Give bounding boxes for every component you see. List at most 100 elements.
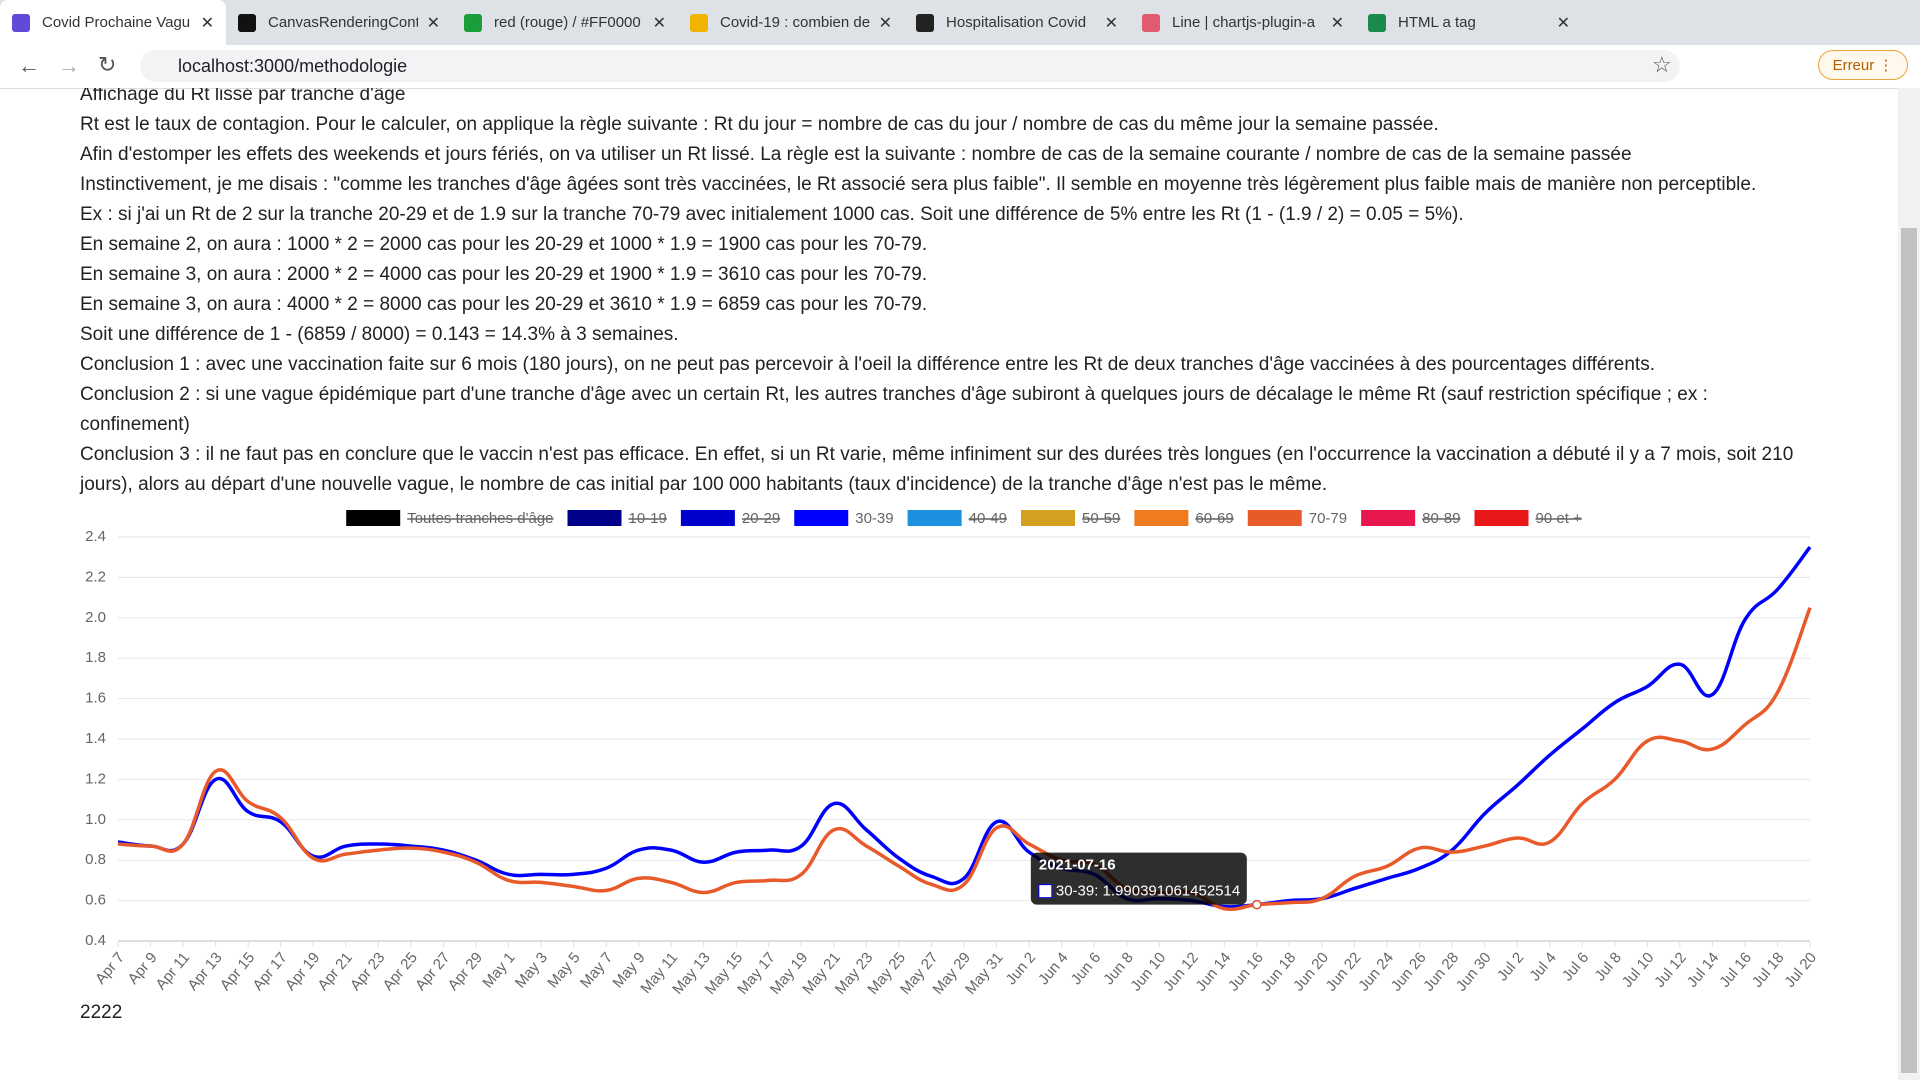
y-tick-label: 1.0	[85, 811, 106, 828]
tab-title: CanvasRenderingCont	[268, 14, 418, 31]
paragraph: Conclusion 1 : avec une vaccination fait…	[80, 354, 1655, 375]
paragraph: Conclusion 3 : il ne faut pas en conclur…	[80, 444, 1794, 495]
series-line	[117, 607, 1812, 912]
tab-icon	[238, 13, 256, 32]
tooltip-box	[1030, 852, 1247, 905]
x-tick-label: Jun 10	[1127, 949, 1169, 994]
x-tick-label: Jun 12	[1160, 949, 1202, 994]
x-tick-label: Jun 18	[1258, 949, 1300, 994]
legend-item[interactable]: 10-19	[567, 510, 667, 527]
x-tick-label: Jun 20	[1290, 949, 1332, 994]
paragraph: Instinctivement, je me disais : "comme l…	[80, 174, 1757, 195]
profile-label: Erreur	[1832, 57, 1875, 74]
tab-icon	[1142, 13, 1160, 32]
x-tick-label: Jul 16	[1716, 949, 1755, 991]
address: localhost:3000/methodologie	[178, 56, 408, 76]
legend-item[interactable]: 90 et +	[1474, 510, 1583, 527]
tab-icon	[12, 13, 30, 32]
paragraph: Soit une différence de 1 - (6859 / 8000)…	[80, 324, 679, 345]
y-tick-label: 1.8	[85, 649, 106, 666]
x-tick-label: Apr 25	[380, 949, 421, 994]
tab[interactable]: red (rouge) / #FF0000 ✕	[452, 0, 678, 45]
tab-close: ✕	[1330, 14, 1344, 32]
x-tick-label: Apr 21	[314, 949, 355, 994]
legend-item[interactable]: 30-39	[794, 510, 894, 527]
tab-title: Hospitalisation Covid	[946, 14, 1087, 31]
legend-item[interactable]: 70-79	[1247, 510, 1347, 527]
tab[interactable]: CanvasRenderingCont ✕	[226, 0, 452, 45]
paragraph: Afin d'estomper les effets des weekends …	[80, 144, 1632, 165]
x-tick-label: Jun 14	[1192, 949, 1234, 994]
legend: Toutes tranches d'âge 10-19 20-29 30-39 40-4…	[346, 510, 1582, 527]
forward-button[interactable]: →	[58, 53, 80, 78]
legend-item[interactable]: 20-29	[680, 510, 781, 527]
tab[interactable]: Hospitalisation Covid ✕	[904, 0, 1130, 45]
tab[interactable]: Covid-19 : combien de ✕	[678, 0, 904, 45]
legend-swatch	[1474, 510, 1529, 526]
tab-close: ✕	[1556, 14, 1570, 32]
legend-label: 70-79	[1309, 510, 1347, 527]
legend-swatch	[1247, 510, 1302, 526]
legend-item[interactable]: Toutes tranches d'âge	[346, 510, 554, 527]
x-tick-label: Jun 30	[1453, 949, 1495, 994]
x-tick-label: Jul 6	[1559, 949, 1592, 984]
content: Affichage du Rt lissé par tranche d'âge R…	[0, 88, 1898, 1080]
tab[interactable]: HTML a tag ✕	[1356, 0, 1582, 45]
tooltip-label: 30-39: 1.990391061452514	[1056, 883, 1240, 900]
x-tick-label: Jun 2	[1003, 949, 1040, 988]
tab-title: red (rouge) / #FF0000	[494, 14, 641, 31]
scrollbar[interactable]	[1898, 88, 1920, 1080]
tooltip: 2021-07-16 30-39: 1.990391061452514	[1030, 852, 1247, 905]
hover-point	[1252, 899, 1262, 910]
x-tick-label: Apr 13	[184, 949, 225, 994]
x-tick-label: Apr 19	[282, 949, 323, 994]
legend-item[interactable]: 60-69	[1134, 510, 1234, 527]
toolbar: ← → ↻ localhost:3000/methodologie ☆ Erre…	[0, 45, 1920, 89]
x-tick-label: May 1	[479, 949, 518, 991]
tab-title: Line | chartjs-plugin-a	[1172, 14, 1316, 31]
legend-item[interactable]: 80-89	[1361, 510, 1461, 527]
x-tick-label: Jul 20	[1781, 949, 1820, 991]
tab-icon	[690, 13, 708, 32]
tooltip-swatch	[1038, 884, 1053, 899]
tab[interactable]: Line | chartjs-plugin-a ✕	[1130, 0, 1356, 45]
x-tick-label: Jul 14	[1684, 949, 1723, 991]
tab-icon	[916, 13, 934, 32]
y-tick-label: 0.4	[85, 932, 106, 949]
x-tick-label: Jun 16	[1225, 949, 1267, 994]
y-tick-label: 2.2	[85, 568, 106, 585]
back-button[interactable]: ←	[18, 53, 40, 78]
address-bar[interactable]: localhost:3000/methodologie	[140, 50, 1680, 82]
paragraph: Affichage du Rt lissé par tranche d'âge	[80, 88, 406, 105]
tab[interactable]: Covid Prochaine Vagu ✕	[0, 0, 226, 45]
paragraph: Rt est le taux de contagion. Pour le cal…	[80, 114, 1439, 135]
legend-swatch	[1361, 510, 1416, 526]
paragraph: Conclusion 2 : si une vague épidémique p…	[80, 384, 1708, 435]
x-tick-label: Apr 17	[249, 949, 290, 994]
tab-close: ✕	[200, 14, 214, 32]
legend-label: 30-39	[855, 510, 893, 527]
tooltip-title: 2021-07-16	[1039, 857, 1116, 874]
y-tick-label: 2.0	[85, 609, 106, 626]
y-tick-label: 1.2	[85, 770, 106, 787]
legend-item[interactable]: 50-59	[1021, 510, 1121, 527]
legend-swatch	[907, 510, 962, 526]
tab-close: ✕	[1104, 14, 1118, 32]
x-tick-label: Jul 12	[1651, 949, 1690, 991]
legend-swatch	[1134, 510, 1189, 526]
paragraph: Ex : si j'ai un Rt de 2 sur la tranche 2…	[80, 204, 1464, 225]
x-tick-label: Jul 2	[1494, 949, 1527, 984]
legend-item[interactable]: 40-49	[907, 510, 1007, 527]
x-tick-label: Jul 10	[1619, 949, 1658, 991]
bookmark-star[interactable]: ☆	[1652, 52, 1672, 77]
x-tick-label: Apr 7	[92, 949, 128, 987]
paragraph: En semaine 3, on aura : 4000 * 2 = 8000 …	[80, 294, 928, 315]
tab-close: ✕	[652, 14, 666, 32]
y-tick-label: 1.4	[85, 730, 106, 747]
scroll-thumb[interactable]	[1901, 228, 1917, 1073]
profile-button[interactable]: Erreur ⋮	[1818, 50, 1908, 80]
tab-icon	[1368, 13, 1386, 32]
chart: 0.4 0.6 0.8 1.0 1.2 1.4 1.6 1.8 2.0 2.2 2.4 Apr 7 Ap…	[85, 510, 1820, 998]
reload-button[interactable]: ↻	[98, 52, 117, 77]
